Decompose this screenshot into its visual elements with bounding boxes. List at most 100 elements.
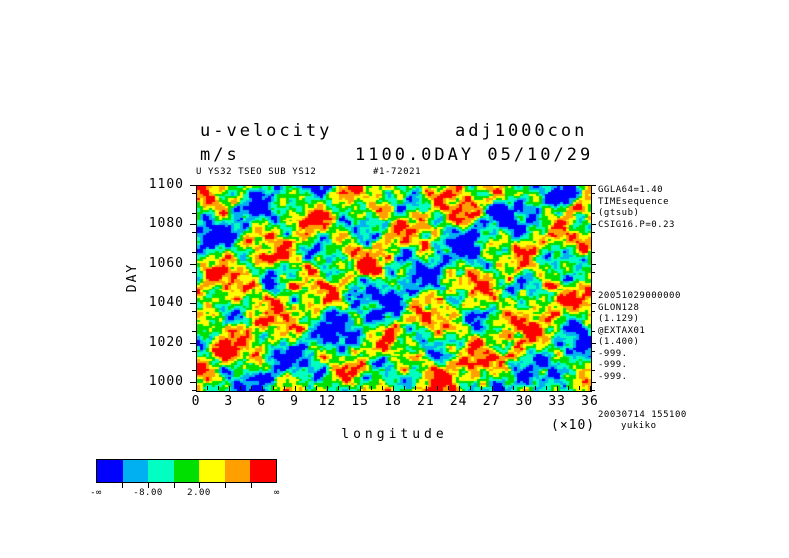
y-minor-tick xyxy=(591,213,595,214)
y-minor-tick xyxy=(192,311,196,312)
x-tick-label: 30 xyxy=(515,394,534,409)
x-minor-tick xyxy=(382,386,384,390)
colorbar-swatch xyxy=(97,460,123,482)
render-timestamp: 20030714 155100 xyxy=(598,410,687,420)
y-minor-tick xyxy=(591,331,595,332)
y-tick-left xyxy=(190,264,196,265)
x-minor-tick xyxy=(272,386,274,390)
y-tick-right xyxy=(591,303,596,304)
x-tick xyxy=(393,386,394,392)
x-minor-tick xyxy=(403,386,405,390)
x-minor-tick xyxy=(316,386,318,390)
x-minor-tick xyxy=(568,386,570,390)
x-axis-multiplier: (×10) xyxy=(551,418,596,433)
x-tick-label: 18 xyxy=(384,394,402,409)
x-minor-tick xyxy=(250,386,252,390)
colorbar-tick xyxy=(148,483,149,488)
x-tick xyxy=(196,386,197,392)
y-tick-label: 1020 xyxy=(148,335,184,350)
x-minor-tick xyxy=(502,386,504,390)
x-minor-tick xyxy=(447,386,449,390)
x-tick-label: 0 xyxy=(191,394,201,409)
y-tick-left xyxy=(190,382,196,383)
colorbar-swatch xyxy=(250,460,277,482)
y-minor-tick xyxy=(192,370,196,371)
chart-units-label: m/s xyxy=(200,145,240,165)
right-annotation-block-2: 20051029000000 GLON128 (1.129) @EXTAX01 … xyxy=(598,291,681,382)
hovmoller-plot-area xyxy=(196,185,592,392)
x-tick-label: 27 xyxy=(482,394,501,409)
x-axis-title: longitude xyxy=(341,427,448,442)
y-tick-label: 1100 xyxy=(148,177,184,192)
x-minor-tick xyxy=(579,386,581,390)
colorbar: -∞ -8.00 2.00 ∞ xyxy=(90,459,326,502)
y-minor-tick xyxy=(192,331,196,332)
x-tick xyxy=(228,386,230,392)
colorbar-swatch xyxy=(173,460,200,482)
colorbar-swatch xyxy=(199,460,225,482)
colorbar-labels: -∞ -8.00 2.00 ∞ xyxy=(78,488,308,502)
x-minor-tick xyxy=(206,386,208,390)
y-minor-tick xyxy=(591,390,595,391)
y-minor-tick xyxy=(591,370,595,371)
y-minor-tick xyxy=(591,291,595,292)
colorbar-tick xyxy=(225,483,226,488)
right-annotation-block-1: GGLA64=1.40 TIMEsequence (gtsub) CSIG16.… xyxy=(598,185,675,230)
x-minor-tick xyxy=(436,386,438,390)
x-minor-tick xyxy=(283,386,285,390)
colorbar-label: 2.00 xyxy=(187,488,211,498)
x-tick xyxy=(557,386,559,392)
colorbar-swatch xyxy=(148,460,174,482)
y-minor-tick xyxy=(591,193,595,194)
x-tick-label: 21 xyxy=(417,394,435,409)
y-minor-tick xyxy=(192,213,196,214)
y-minor-tick xyxy=(192,252,196,253)
colorbar-label: ∞ xyxy=(274,488,280,498)
y-tick-label: 1000 xyxy=(148,374,184,389)
render-user: yukiko xyxy=(621,421,657,431)
chart-title-case: adj1000con xyxy=(455,121,588,141)
heatmap-canvas xyxy=(197,186,591,391)
y-tick-right xyxy=(591,224,596,225)
y-tick-label: 1060 xyxy=(148,256,184,271)
record-id-annotation: #1-72021 xyxy=(373,167,422,177)
y-minor-tick xyxy=(591,232,595,233)
y-minor-tick xyxy=(192,351,196,352)
x-minor-tick xyxy=(546,386,548,390)
colorbar-swatch xyxy=(122,460,149,482)
x-tick xyxy=(261,386,263,392)
colorbar-tick xyxy=(199,483,200,488)
x-minor-tick xyxy=(469,386,471,390)
x-minor-tick xyxy=(217,386,219,390)
y-minor-tick xyxy=(591,272,595,273)
x-tick xyxy=(425,386,427,392)
y-tick-right xyxy=(591,382,596,383)
y-tick-left xyxy=(190,185,196,186)
x-minor-tick xyxy=(371,386,373,390)
x-tick xyxy=(491,386,493,392)
colorbar-tick xyxy=(122,483,123,488)
y-tick-left xyxy=(190,224,196,225)
x-minor-tick xyxy=(305,386,307,390)
x-minor-tick xyxy=(535,386,537,390)
x-tick-label: 33 xyxy=(548,394,566,409)
y-minor-tick xyxy=(192,390,196,391)
colorbar-swatches xyxy=(96,459,277,483)
y-tick-left xyxy=(190,343,196,344)
y-tick-label: 1080 xyxy=(148,216,184,231)
chart-time-label: 1100.0DAY 05/10/29 xyxy=(355,145,594,165)
y-minor-tick xyxy=(192,291,196,292)
x-minor-tick xyxy=(513,386,515,390)
y-tick-right xyxy=(591,185,596,186)
x-tick xyxy=(458,386,460,392)
colorbar-tick xyxy=(174,483,175,488)
x-tick-label: 15 xyxy=(351,394,369,409)
x-tick xyxy=(294,386,296,392)
x-minor-tick xyxy=(349,386,351,390)
x-tick xyxy=(327,386,329,392)
y-tick-label: 1040 xyxy=(148,295,184,310)
x-tick xyxy=(524,386,526,392)
x-minor-tick xyxy=(480,386,482,390)
colorbar-label: -∞ xyxy=(90,488,102,498)
